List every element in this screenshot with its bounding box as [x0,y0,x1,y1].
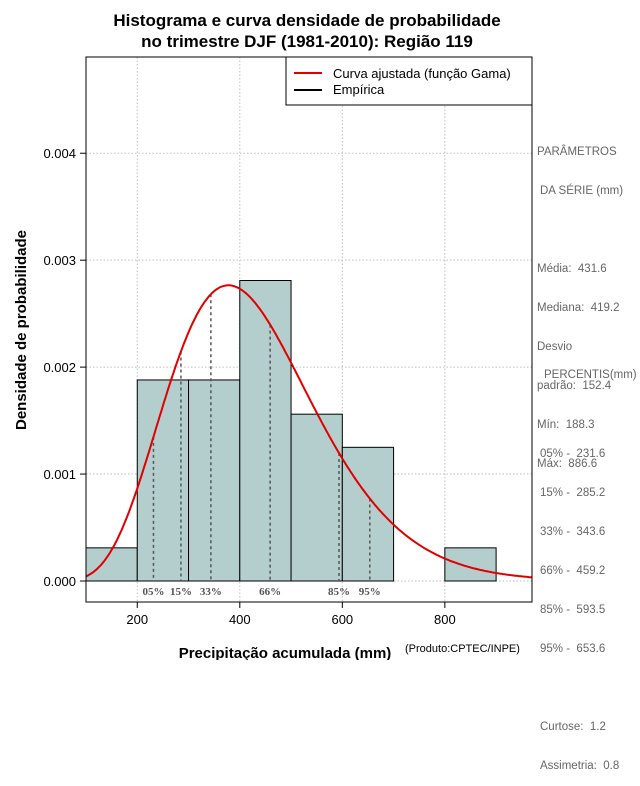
x-axis-label: Precipitação acumulada (mm) [179,645,392,660]
percentile-line: 05% - 231.6 [540,448,606,460]
percentile-line: 85% - 593.5 [540,604,606,616]
x-tick-label: 400 [229,612,251,627]
histogram-bar [290,413,343,582]
parameter-line: Desvio [537,341,573,353]
parameter-line: padrão: 152.4 [537,380,612,392]
x-tick-label: 600 [331,612,353,627]
x-tick-label: 200 [126,612,148,627]
kurtosis-line: Curtose: 1.2 [540,721,606,733]
histogram-bar [239,280,292,582]
percentile-markers: 05% 15% 33% 66% 85% 95% [142,294,381,598]
y-tick-label: 0.000 [43,574,76,589]
histogram-bar [85,547,138,582]
percentile-marker-label: 66% [259,586,281,598]
parameter-line: Mediana: 419.2 [537,302,620,314]
y-tick-label: 0.003 [43,253,76,268]
percentile-line: 33% - 343.6 [540,526,606,538]
parameter-line: Mín: 188.3 [537,419,595,431]
y-tick-label: 0.004 [43,146,76,161]
chart-title-line2: no trimestre DJF (1981-2010): Região 119 [141,32,473,51]
histogram-bars [85,280,497,582]
percentile-marker-label: 85% [328,586,350,598]
percentile-marker-label: 05% [142,586,164,598]
parameter-line: Máx: 886.6 [537,458,598,470]
axes: 200 400 600 800 0.000 0.001 0.002 0.003 0.004 [43,146,455,627]
histogram-bar [341,446,395,582]
x-tick-label: 800 [434,612,456,627]
histogram-chart: Histograma e curva densidade de probabil… [13,11,533,660]
histogram-bar [188,379,241,582]
parameters-title: PARÂMETROS [537,146,617,158]
parameter-line: Média: 431.6 [537,263,607,275]
percentiles-panel: PERCENTIS(mm) 05% - 231.6 15% - 285.2 33… [537,343,637,786]
skewness-line: Assimetria: 0.8 [540,760,620,772]
percentile-line: 95% - 653.6 [540,643,606,655]
legend-label-fitted: Curva ajustada (função Gama) [333,66,511,81]
percentile-line: 15% - 285.2 [540,487,606,499]
parameters-subtitle: DA SÉRIE (mm) [540,185,624,197]
chart-title: Histograma e curva densidade de probabil… [113,11,500,51]
series-parameters-panel: PARÂMETROS DA SÉRIE (mm) Média: 431.6 Me… [537,120,623,484]
histogram-bar [136,379,190,582]
legend: Curva ajustada (função Gama) Empírica [285,56,533,106]
legend-label-empirical: Empírica [333,82,385,97]
percentile-marker-label: 95% [359,586,381,598]
y-axis-label: Densidade de probabilidade [13,230,30,430]
percentile-line: 66% - 459.2 [540,565,606,577]
percentile-marker-label: 33% [200,586,222,598]
legend-box [285,56,533,106]
percentile-marker-label: 15% [170,586,192,598]
chart-title-line1: Histograma e curva densidade de probabil… [113,11,500,30]
percentiles-title: PERCENTIS(mm) [544,369,637,381]
y-tick-label: 0.002 [43,360,76,375]
y-tick-label: 0.001 [43,467,76,482]
histogram-bar [444,547,497,582]
gamma-fitted-curve [85,284,533,579]
credit-label: (Produto:CPTEC/INPE) [405,643,520,655]
